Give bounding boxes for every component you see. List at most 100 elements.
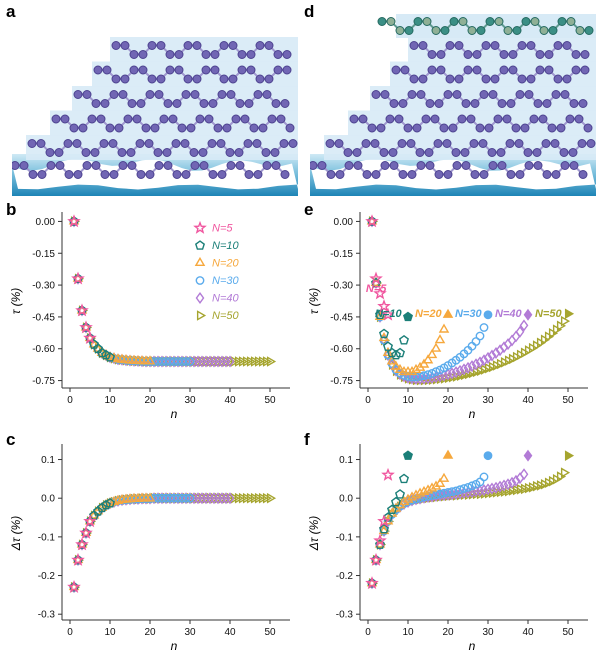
panel-label-b: b bbox=[6, 200, 17, 219]
chart-f: 0.1 0.0 -0.1 -0.2 -0.3 0 10 20 30 40 50 n Δτ (%) bbox=[307, 444, 588, 653]
y-tick: 0.0 bbox=[339, 494, 353, 505]
inline-label: N=10 bbox=[375, 308, 402, 320]
film-layer-chain bbox=[391, 65, 590, 84]
chart-e-series-N20 bbox=[366, 215, 454, 376]
x-tick: 10 bbox=[402, 627, 414, 638]
film-layer-slab bbox=[324, 135, 596, 160]
hetero-layer-chain bbox=[377, 17, 594, 35]
chart-e: 0.00 -0.15 -0.30 -0.45 -0.60 -0.75 0 10 20 30 40 50… bbox=[307, 212, 588, 421]
chart-c-y-axis-label: Δτ (%) bbox=[9, 516, 23, 552]
y-tick: -0.45 bbox=[32, 312, 55, 323]
y-tick: -0.30 bbox=[32, 281, 55, 292]
y-tick: -0.3 bbox=[38, 610, 56, 621]
x-tick: 30 bbox=[482, 627, 494, 638]
y-tick: -0.1 bbox=[336, 532, 354, 543]
legend-label-N40: N=40 bbox=[212, 293, 239, 305]
panel-label-a: a bbox=[6, 2, 16, 21]
chart-c-series-N30 bbox=[69, 493, 195, 592]
legend-label-N10: N=10 bbox=[212, 240, 239, 252]
x-tick: 20 bbox=[442, 627, 454, 638]
film-layer-chain bbox=[371, 90, 588, 108]
chart-c: 0.1 0.0 -0.1 -0.2 -0.3 0 10 20 30 40 50 n Δτ (%) bbox=[9, 444, 290, 653]
chart-e-tick-labels: 0.00 -0.15 -0.30 -0.45 -0.60 -0.75 0 10 20 30 40 50 bbox=[330, 217, 574, 406]
y-tick: -0.15 bbox=[32, 249, 55, 260]
chart-b-series-N5 bbox=[67, 214, 97, 344]
x-tick: 40 bbox=[224, 627, 236, 638]
panel-label-f: f bbox=[304, 430, 310, 449]
chart-f-series-N5 bbox=[365, 467, 395, 590]
film-layer-chain bbox=[325, 139, 596, 157]
y-tick: 0.1 bbox=[41, 455, 55, 466]
y-tick: -0.2 bbox=[38, 571, 56, 582]
chart-e-series-N5 bbox=[365, 214, 395, 321]
x-tick: 50 bbox=[264, 627, 276, 638]
film-layer-chain bbox=[73, 90, 290, 108]
chart-f-series-N40 bbox=[367, 449, 533, 590]
x-tick: 30 bbox=[184, 395, 196, 406]
chart-f-series-N50 bbox=[368, 450, 575, 589]
film-layer-chain bbox=[93, 65, 292, 84]
x-tick: 10 bbox=[104, 395, 116, 406]
y-tick: -0.45 bbox=[330, 312, 353, 323]
inline-label: N=50 bbox=[535, 308, 562, 320]
x-tick: 30 bbox=[184, 627, 196, 638]
x-tick: 30 bbox=[482, 395, 494, 406]
bottom-layer-chain bbox=[12, 161, 290, 179]
x-tick: 50 bbox=[264, 395, 276, 406]
x-tick: 40 bbox=[522, 395, 534, 406]
chart-b-series-N40 bbox=[69, 215, 235, 368]
y-tick: -0.30 bbox=[330, 281, 353, 292]
y-tick: 0.1 bbox=[339, 455, 353, 466]
chart-b-axes bbox=[58, 212, 290, 392]
chart-b-series-N50 bbox=[70, 216, 277, 367]
legend-label-N5: N=5 bbox=[212, 223, 233, 235]
x-tick: 10 bbox=[402, 395, 414, 406]
film-layer-slab bbox=[26, 135, 298, 160]
panel-label-e: e bbox=[304, 200, 314, 219]
chart-b-series-N30 bbox=[69, 217, 195, 366]
chart-c-series-N10 bbox=[68, 497, 116, 592]
x-tick: 0 bbox=[365, 627, 371, 638]
y-tick: -0.75 bbox=[32, 376, 55, 387]
chart-c-tick-labels: 0.1 0.0 -0.1 -0.2 -0.3 0 10 20 30 40 50 bbox=[38, 455, 276, 638]
x-tick: 20 bbox=[144, 395, 156, 406]
chart-f-y-axis-label: Δτ (%) bbox=[307, 516, 321, 552]
y-tick: -0.60 bbox=[32, 344, 55, 355]
chart-e-axes bbox=[356, 212, 588, 392]
chart-b-series-N20 bbox=[68, 215, 156, 365]
panel-a-illustration bbox=[12, 37, 298, 196]
x-tick: 20 bbox=[442, 395, 454, 406]
bottom-layer-chain bbox=[310, 161, 588, 179]
chart-e-series-N10 bbox=[366, 216, 414, 360]
chart-f-tick-labels: 0.1 0.0 -0.1 -0.2 -0.3 0 10 20 30 40 50 bbox=[336, 455, 574, 638]
panel-label-c: c bbox=[6, 430, 16, 449]
y-tick: -0.1 bbox=[38, 532, 56, 543]
x-tick: 20 bbox=[144, 627, 156, 638]
x-tick: 0 bbox=[365, 395, 371, 406]
chart-b-tick-labels: 0.00 -0.15 -0.30 -0.45 -0.60 -0.75 0 10 20 30 40 50 bbox=[32, 217, 276, 406]
x-tick: 40 bbox=[224, 395, 236, 406]
chart-b-legend: N=5 N=10 N=20 N=30 N=40 N=50 bbox=[193, 220, 239, 322]
chart-b: 0.00 -0.15 -0.30 -0.45 -0.60 -0.75 0 10 20 30 40 50… bbox=[9, 212, 290, 421]
inline-label: N=40 bbox=[495, 308, 522, 320]
chart-b-y-axis-label: τ (%) bbox=[9, 288, 23, 314]
y-tick: -0.2 bbox=[336, 571, 354, 582]
y-tick: 0.0 bbox=[41, 494, 55, 505]
legend-label-N50: N=50 bbox=[212, 310, 239, 322]
chart-c-x-axis-label: n bbox=[171, 639, 178, 653]
film-layer-chain bbox=[409, 41, 590, 59]
inline-label: N=20 bbox=[415, 308, 442, 320]
film-layer-chain bbox=[27, 139, 298, 157]
x-tick: 0 bbox=[67, 627, 73, 638]
film-layer-chain bbox=[111, 41, 292, 59]
legend-label-N20: N=20 bbox=[212, 258, 239, 270]
film-layer-chain bbox=[349, 114, 593, 133]
x-tick: 40 bbox=[522, 627, 534, 638]
film-layer-chain bbox=[51, 114, 295, 133]
x-tick: 50 bbox=[562, 627, 574, 638]
chart-e-series-N30 bbox=[367, 217, 493, 382]
inline-label: N=5 bbox=[366, 283, 387, 295]
chart-e-series-N50 bbox=[368, 216, 575, 386]
panel-d-illustration bbox=[310, 14, 596, 196]
